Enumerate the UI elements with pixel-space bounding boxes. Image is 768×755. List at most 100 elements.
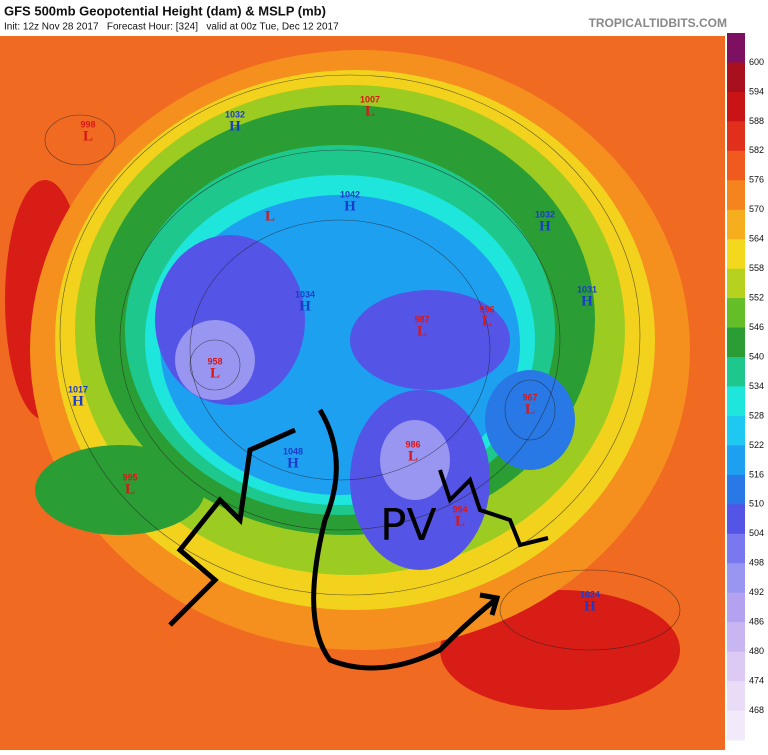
pressure-value: 1007 (360, 94, 380, 104)
colorbar-cell (727, 415, 745, 446)
pressure-letter: L (455, 513, 465, 529)
colorbar-label: 552 (749, 293, 764, 303)
contour (44, 114, 116, 166)
drawn-ridge (168, 427, 297, 627)
colorbar-cell (727, 386, 745, 417)
pressure-letter: L (83, 128, 93, 144)
colorbar-label: 486 (749, 617, 764, 627)
field (35, 445, 205, 535)
colorbar-cell (727, 681, 745, 712)
map: PV (0, 36, 725, 750)
colorbar-label: 600 (749, 57, 764, 67)
field (380, 420, 450, 500)
colorbar-label: 516 (749, 469, 764, 479)
contour (189, 339, 241, 391)
pressure-value: 994 (452, 504, 467, 514)
pressure-letter: H (299, 298, 311, 314)
colorbar-cell (727, 710, 745, 741)
pressure-letter: L (265, 208, 275, 224)
contour (119, 149, 561, 531)
colorbar-label: 558 (749, 263, 764, 273)
pressure-letter: L (408, 448, 418, 464)
colorbar-label: 474 (749, 675, 764, 685)
colorbar-label: 534 (749, 381, 764, 391)
contour (189, 219, 491, 481)
title: GFS 500mb Geopotential Height (dam) & MS… (4, 3, 326, 18)
colorbar-cell (727, 592, 745, 623)
pressure-letter: L (210, 365, 220, 381)
pressure-value: 998 (80, 119, 95, 129)
pressure-letter: L (482, 313, 492, 329)
pressure-letter: H (539, 218, 551, 234)
colorbar-cell (727, 239, 745, 270)
pressure-value: 986 (405, 439, 420, 449)
pressure-letter: H (581, 293, 593, 309)
pressure-value: 1034 (295, 289, 315, 299)
field (350, 290, 510, 390)
colorbar-label: 588 (749, 116, 764, 126)
colorbar-cell (727, 533, 745, 564)
pressure-value: 1017 (68, 384, 88, 394)
colorbar-cell (727, 150, 745, 181)
colorbar-label: 594 (749, 86, 764, 96)
colorbar-cell (727, 622, 745, 653)
pressure-letter: H (344, 198, 356, 214)
colorbar-cell (727, 504, 745, 535)
colorbar-cell (727, 180, 745, 211)
pressure-letter: L (365, 103, 375, 119)
colorbar-label: 504 (749, 528, 764, 538)
colorbar-label: 540 (749, 351, 764, 361)
drawn-trough (438, 469, 549, 548)
pressure-value: 996 (479, 304, 494, 314)
pressure-value: 967 (522, 392, 537, 402)
colorbar-label: 528 (749, 410, 764, 420)
colorbar-cell (727, 121, 745, 152)
colorbar-label: 564 (749, 234, 764, 244)
pressure-value: 1032 (535, 209, 555, 219)
pressure-letter: H (287, 455, 299, 471)
pressure-value: 958 (207, 356, 222, 366)
colorbar-label: 492 (749, 587, 764, 597)
subtitle: Init: 12z Nov 28 2017 Forecast Hour: [32… (4, 22, 339, 33)
colorbar-label: 546 (749, 322, 764, 332)
colorbar-cell (727, 209, 745, 240)
pressure-value: 1031 (577, 284, 597, 294)
colorbar-cell (727, 327, 745, 358)
pressure-value: 1048 (283, 446, 303, 456)
pressure-value: 1042 (340, 189, 360, 199)
colorbar-cell (727, 33, 745, 63)
colorbar-label: 522 (749, 440, 764, 450)
annotation: PV (380, 500, 437, 551)
colorbar-label: 480 (749, 646, 764, 656)
credit: TROPICALTIDBITS.COM (589, 16, 727, 30)
pressure-letter: L (525, 401, 535, 417)
arrow-head (479, 592, 501, 616)
pressure-value: 995 (122, 472, 137, 482)
colorbar-cell (727, 357, 745, 387)
contour (59, 74, 641, 596)
colorbar-cell (727, 298, 745, 329)
pressure-value: 987 (414, 314, 429, 324)
contour (499, 569, 681, 651)
pressure-letter: L (417, 323, 427, 339)
colorbar-cell (727, 651, 745, 682)
contour (504, 379, 556, 441)
pressure-letter: H (72, 393, 84, 409)
colorbar-cell (727, 62, 745, 93)
pressure-letter: L (125, 481, 135, 497)
pressure-letter: H (584, 598, 596, 614)
pressure-value: 1024 (580, 589, 600, 599)
colorbar: 600 594 588 582 576 570 564 558 552 546 540 534 528 5… (727, 33, 764, 741)
colorbar-cell (727, 268, 745, 299)
colorbar-label: 498 (749, 558, 764, 568)
colorbar-label: 582 (749, 145, 764, 155)
colorbar-cell (727, 474, 745, 505)
drawn-arrow (311, 408, 497, 671)
pressure-value: 1032 (225, 109, 245, 119)
field (485, 370, 575, 470)
colorbar-cell (727, 91, 745, 122)
colorbar-cell (727, 445, 745, 476)
colorbar-label: 570 (749, 204, 764, 214)
